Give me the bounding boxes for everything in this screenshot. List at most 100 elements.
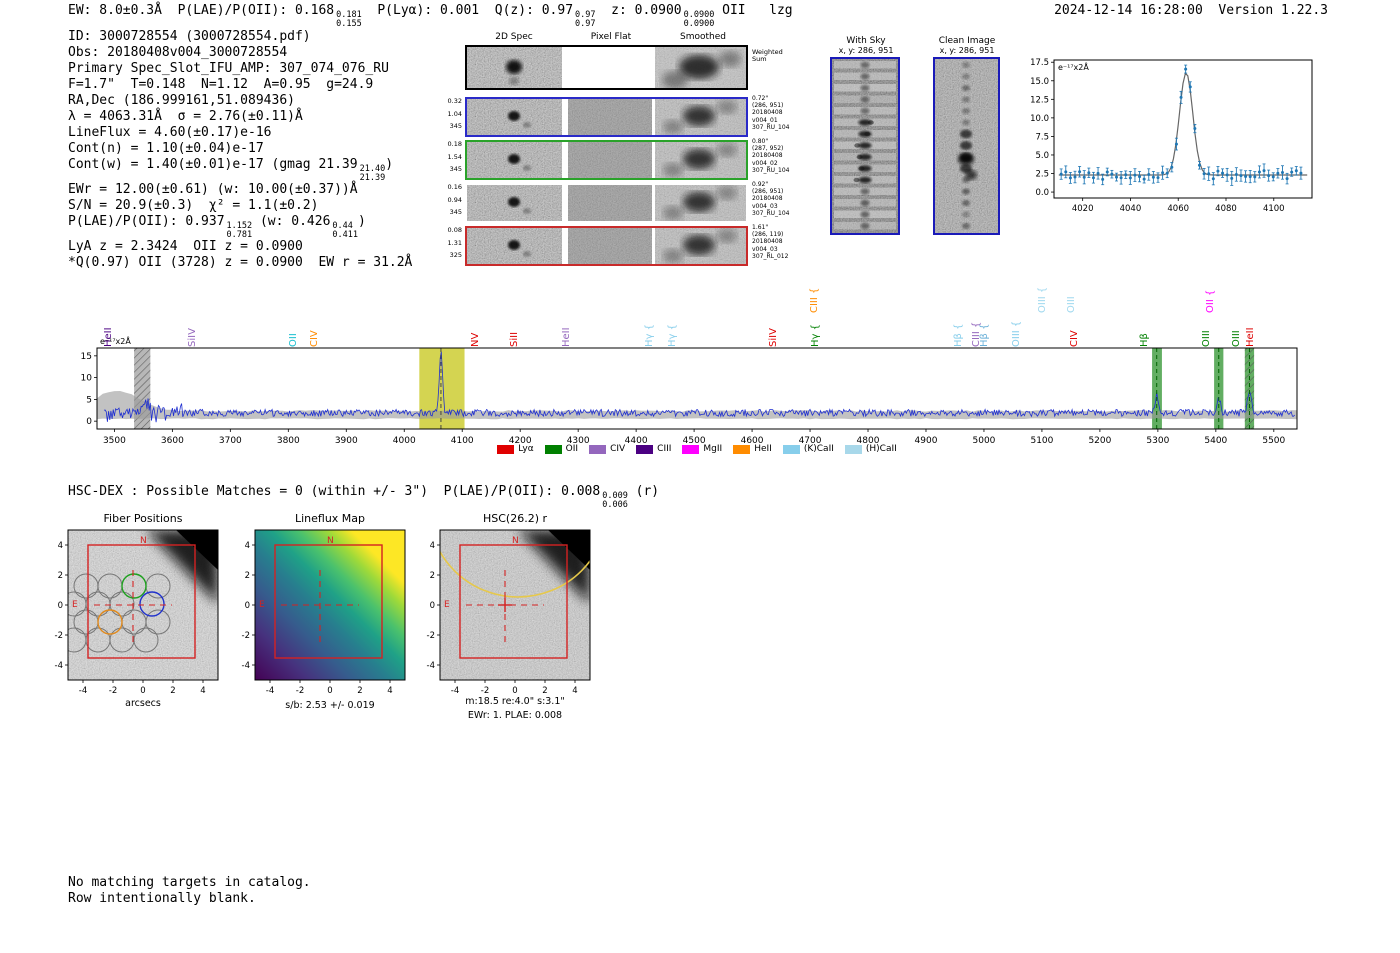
cutout-row-image	[467, 142, 746, 178]
fraction-segment: 21.40 21.39	[360, 165, 386, 182]
legend-item: HeII	[733, 444, 772, 454]
legend-label: HeII	[754, 444, 772, 454]
fraction-segment: 0.97 0.97	[575, 11, 595, 28]
legend-swatch	[544, 444, 562, 454]
svg-text:-2: -2	[109, 686, 117, 696]
svg-text:-2: -2	[55, 631, 63, 641]
text-segment: F=1.7" T=0.148 N=1.12 A=0.95 g=24.9	[68, 77, 374, 92]
svg-text:4080: 4080	[1215, 204, 1237, 214]
svg-text:N: N	[140, 536, 147, 546]
fraction-sub: 0.155	[336, 18, 362, 29]
svg-text:N: N	[512, 536, 519, 546]
col-header-smoothed: Smoothed	[680, 32, 726, 42]
info-line: F=1.7" T=0.148 N=1.12 A=0.95 g=24.9	[68, 77, 412, 93]
fraction-sup: 1.152	[226, 221, 253, 231]
svg-text:4400: 4400	[625, 436, 648, 446]
svg-text:-4: -4	[451, 686, 459, 696]
svg-text:5100: 5100	[1030, 436, 1053, 446]
annotation-line: (286, 119)	[752, 231, 784, 239]
legend-label: CIV	[610, 444, 626, 454]
text-segment: P(Lyα): 0.001 Q(z): 0.97	[361, 3, 574, 18]
spectrum-line-label: OIII	[1066, 296, 1078, 313]
cutout-row-annotation: 0.72" (286, 951) 20180408 v004_01 307_RU_104	[752, 95, 816, 131]
info-line: ID: 3000728554 (3000728554.pdf)	[68, 29, 412, 45]
hsc-title: HSC(26.2) r	[482, 512, 548, 525]
lineflux-map-panel: N E -4 -4 -2 -2 0 0 2 2 4 4	[242, 529, 406, 696]
cutout-row-left-labels: 0.16 0.94 345	[436, 181, 462, 219]
svg-text:5.0: 5.0	[1035, 151, 1049, 161]
svg-text:-4: -4	[55, 661, 63, 671]
info-line: Primary Spec_Slot_IFU_AMP: 307_074_076_R…	[68, 61, 412, 77]
legend-label: CIII	[657, 444, 672, 454]
legend-label: Lyα	[518, 444, 534, 454]
fraction-segment: 1.152 0.781	[227, 222, 253, 239]
svg-text:0: 0	[327, 686, 332, 696]
col-header-2d-spec: 2D Spec	[495, 32, 533, 42]
clean-image-box	[933, 57, 1000, 235]
text-segment: HSC-DEX : Possible Matches = 0 (within +…	[68, 484, 601, 499]
full-spectrum-chart: 0 5 10 15 3500 3600 3700 3800 3900 4000 4100 4200 43…	[81, 335, 1298, 446]
annotation-line: 0.92"	[752, 181, 769, 188]
svg-text:5500: 5500	[1262, 436, 1285, 446]
legend-item: Lyα	[497, 444, 534, 454]
fraction-sub: 0.781	[226, 229, 253, 240]
text-segment: z: 0.0900	[595, 3, 682, 18]
svg-text:4100: 4100	[1263, 204, 1285, 214]
header-timestamp: 2024-12-14 16:28:00 Version 1.22.3	[1054, 3, 1328, 18]
info-line: P(LAE)/P(OII): 0.937 1.152 0.781 (w: 0.426…	[68, 214, 412, 239]
fiber-xlabel: arcsecs	[125, 698, 161, 709]
fraction-segment: 0.44 0.411	[332, 222, 358, 239]
text-segment: )	[358, 214, 366, 229]
text-segment: )	[385, 157, 394, 172]
svg-text:E: E	[72, 600, 78, 610]
text-segment: S/N = 20.9(±0.3) χ² = 1.1(±0.2)	[68, 198, 319, 213]
legend-swatch	[497, 444, 515, 454]
info-line: RA,Dec (186.999161,51.089436)	[68, 93, 412, 109]
info-line: EWr = 12.00(±0.61) (w: 10.00(±0.37))Å	[68, 182, 412, 198]
info-line: Cont(w) = 1.40(±0.01)e-17 (gmag 21.39 21.…	[68, 157, 412, 182]
annotation-line: 0.72"	[752, 95, 769, 102]
legend-swatch	[733, 444, 751, 454]
annotation-line: 307_RU_104	[752, 166, 790, 174]
text-segment: (w: 0.426	[252, 214, 331, 229]
clean-image-title: Clean Image	[938, 36, 996, 46]
fraction-sup: 0.181	[336, 10, 362, 20]
row-left-value: 325	[449, 251, 462, 259]
fraction-sub: 0.006	[602, 499, 628, 510]
svg-text:-4: -4	[266, 686, 274, 696]
fraction-segment: 0.181 0.155	[336, 11, 362, 28]
svg-text:5400: 5400	[1204, 436, 1227, 446]
annotation-line: 307_RU_104	[752, 123, 790, 131]
row-left-value: 345	[449, 122, 462, 130]
svg-text:-2: -2	[481, 686, 489, 696]
svg-text:0: 0	[430, 601, 435, 611]
svg-text:e⁻¹⁷x2Å: e⁻¹⁷x2Å	[100, 335, 131, 346]
fraction-sup: 0.0900	[683, 10, 715, 20]
cutout-row-annotation: 0.80" (287, 952) 20180408 v004_02 307_RU_104	[752, 138, 816, 174]
cutout-row	[465, 97, 748, 137]
fraction-sup: 0.44	[332, 221, 353, 231]
legend-swatch	[636, 444, 654, 454]
svg-text:N: N	[327, 536, 334, 546]
text-segment: Cont(w) = 1.40(±0.01)e-17 (gmag 21.39	[68, 157, 358, 172]
svg-text:2: 2	[357, 686, 362, 696]
spectrum-line-label: OII {	[1204, 289, 1216, 313]
info-line: LyA z = 2.3424 OII z = 0.0900	[68, 239, 412, 255]
svg-text:3700: 3700	[219, 436, 242, 446]
fraction-sub: 0.0900	[683, 18, 715, 29]
svg-text:e⁻¹⁷x2Å: e⁻¹⁷x2Å	[1058, 61, 1089, 72]
text-segment: EWr = 12.00(±0.61) (w: 10.00(±0.37))Å	[68, 182, 358, 197]
svg-text:10.0: 10.0	[1030, 114, 1049, 124]
svg-text:4200: 4200	[509, 436, 532, 446]
row-left-value: 345	[449, 165, 462, 173]
annotation-line: v004_03	[752, 245, 778, 253]
annotation-line: 20180408	[752, 238, 783, 246]
cutout-row	[465, 226, 748, 266]
svg-text:0: 0	[58, 601, 63, 611]
text-segment: EW: 8.0±0.3Å P(LAE)/P(OII): 0.168	[68, 3, 335, 18]
cutout-row-annotation: 1.61" (286, 119) 20180408 v004_03 307_RL_012	[752, 224, 816, 260]
svg-text:15: 15	[81, 352, 92, 362]
svg-text:4300: 4300	[567, 436, 590, 446]
with-sky-image-box	[830, 57, 900, 235]
